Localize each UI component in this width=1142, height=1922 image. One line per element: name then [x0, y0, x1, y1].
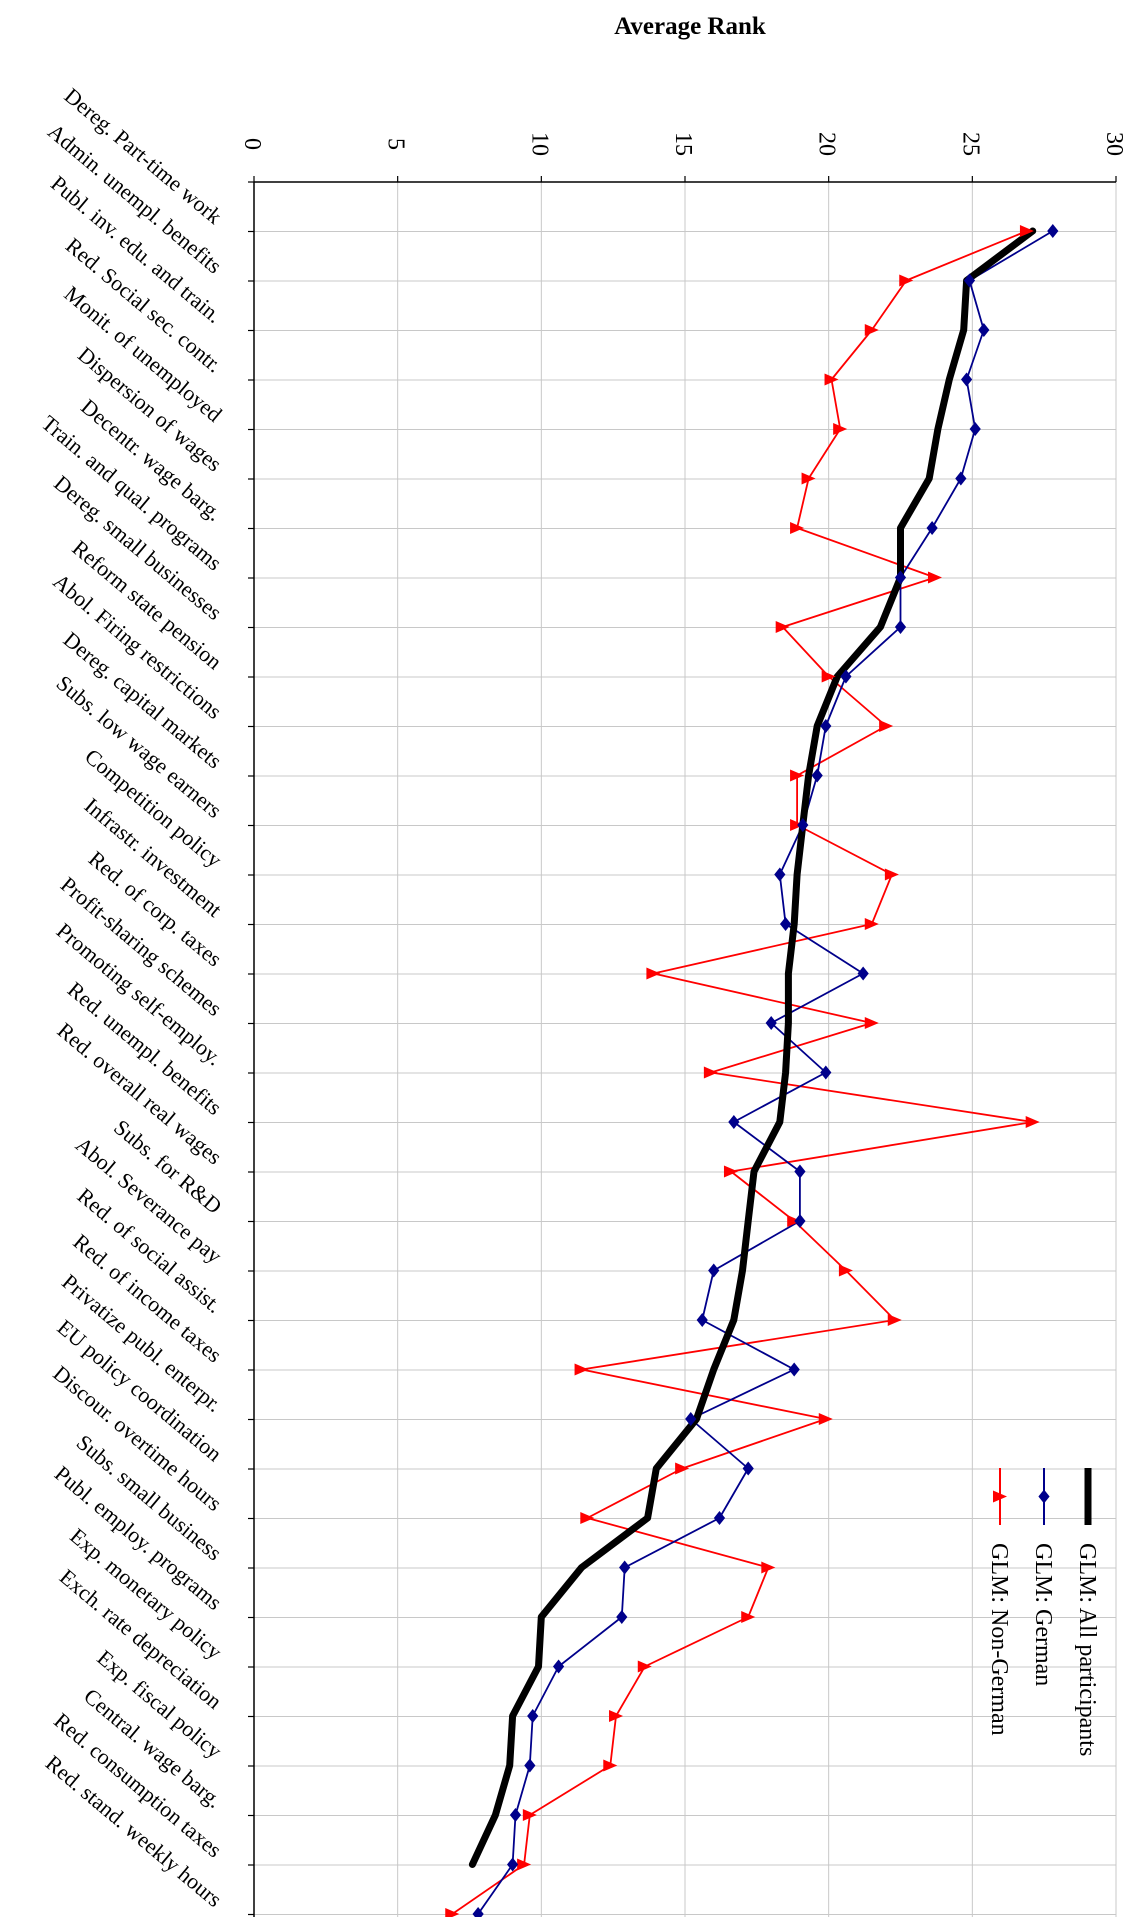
- data-point-german: [779, 917, 792, 931]
- data-point-non-german: [864, 918, 879, 930]
- data-point-non-german: [517, 1858, 532, 1871]
- data-point-non-german: [787, 1215, 802, 1227]
- data-point-non-german: [790, 769, 805, 782]
- data-point-non-german: [609, 1710, 624, 1722]
- data-point-non-german: [522, 1809, 537, 1821]
- data-point-non-german: [646, 967, 661, 980]
- value-tick-label: 0: [239, 138, 265, 150]
- data-point-german: [955, 471, 967, 486]
- data-point-non-german: [927, 571, 942, 584]
- data-point-german: [713, 1511, 726, 1525]
- legend-marker-diamond: [1038, 1489, 1050, 1504]
- data-point-non-german: [703, 1066, 718, 1079]
- tick-labels: 0 5 10 15 20 25 30: [239, 132, 1127, 156]
- data-point-german: [728, 1115, 740, 1129]
- data-point-non-german: [824, 373, 839, 386]
- data-point-german: [774, 867, 786, 882]
- value-tick-label: 20: [814, 132, 840, 156]
- data-point-non-german: [879, 720, 894, 732]
- data-point-german: [696, 1313, 708, 1327]
- data-point-non-german: [884, 868, 899, 881]
- data-point-german: [509, 1808, 522, 1822]
- data-point-german: [552, 1659, 565, 1674]
- data-point-non-german: [790, 522, 805, 534]
- data-point-german: [765, 1016, 777, 1030]
- data-point-german: [820, 1065, 832, 1080]
- data-point-german: [619, 1560, 631, 1575]
- data-point-non-german: [637, 1660, 652, 1673]
- data-point-german: [1047, 224, 1059, 238]
- data-point-non-german: [445, 1908, 460, 1920]
- data-point-german: [820, 719, 832, 733]
- legend-label: GLM: German: [1030, 1543, 1056, 1686]
- data-point-non-german: [580, 1512, 595, 1524]
- data-point-german: [794, 1164, 806, 1179]
- data-point-german: [840, 669, 852, 684]
- data-point-non-german: [818, 1413, 833, 1425]
- value-tick-label: 15: [670, 132, 696, 156]
- data-point-non-german: [899, 274, 914, 287]
- value-tick-label: 5: [383, 138, 409, 150]
- data-point-non-german: [833, 423, 848, 435]
- value-tick-label: 10: [526, 132, 552, 156]
- data-point-non-german: [574, 1363, 589, 1376]
- data-point-german: [926, 521, 938, 535]
- data-point-non-german: [603, 1759, 618, 1772]
- data-point-non-german: [723, 1165, 738, 1178]
- data-point-non-german: [1025, 1116, 1040, 1128]
- axes: [248, 176, 1117, 1917]
- data-point-german: [963, 273, 976, 288]
- data-point-non-german: [821, 670, 836, 683]
- data-point-german: [797, 818, 809, 832]
- grid-lines: [254, 181, 1117, 1917]
- data-point-german: [527, 1709, 539, 1723]
- data-point-non-german: [790, 819, 805, 831]
- data-point-non-german: [741, 1611, 756, 1623]
- data-point-non-german: [775, 621, 790, 633]
- data-point-non-german: [887, 1314, 902, 1326]
- data-point-non-german: [864, 1017, 879, 1029]
- data-point-non-german: [801, 472, 816, 485]
- data-point-german: [857, 966, 869, 981]
- data-point-german: [978, 323, 990, 337]
- legend-label: GLM: All participants: [1074, 1543, 1100, 1756]
- data-point-non-german: [1019, 225, 1034, 237]
- markers-layer: [445, 224, 1059, 1921]
- data-point-german: [524, 1758, 536, 1773]
- data-point-german: [960, 372, 973, 387]
- data-point-german: [742, 1461, 754, 1476]
- data-point-german: [794, 1214, 806, 1228]
- chart-title: Average Rank: [614, 13, 766, 40]
- data-point-non-german: [675, 1462, 690, 1475]
- legend: GLM: All participants GLM: German GLM: Non…: [986, 1468, 1100, 1756]
- data-point-german: [894, 620, 907, 634]
- data-point-non-german: [838, 1264, 853, 1277]
- legend-label: GLM: Non-German: [986, 1543, 1012, 1736]
- value-tick-label: 25: [957, 132, 983, 156]
- data-point-german: [969, 422, 981, 436]
- data-point-non-german: [761, 1561, 776, 1574]
- data-point-german: [616, 1610, 628, 1624]
- legend-marker-triangle: [993, 1490, 1007, 1503]
- data-point-german: [811, 768, 823, 783]
- data-point-german: [788, 1362, 800, 1377]
- data-point-non-german: [864, 324, 879, 336]
- data-point-german: [708, 1263, 720, 1278]
- data-point-german: [685, 1412, 697, 1426]
- value-tick-label: 30: [1101, 132, 1127, 156]
- data-point-german: [894, 570, 907, 585]
- data-point-german: [507, 1857, 519, 1872]
- series-line-all-participants: [468, 227, 1037, 1868]
